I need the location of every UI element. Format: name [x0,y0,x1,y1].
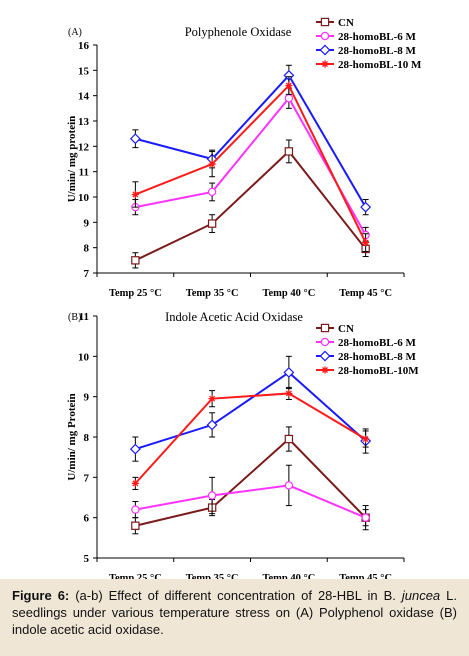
series-line [135,73,367,208]
legend-marker [320,323,330,333]
data-point [131,190,139,199]
data-point [284,147,294,156]
y-tick-label: 16 [78,40,90,52]
x-tick-label: Temp 25 °C [109,573,162,580]
y-tick-label: 9 [84,392,90,404]
data-point [131,505,140,514]
y-tick-label: 13 [78,116,90,128]
y-tick-label: 6 [84,513,90,525]
x-tick-label: Temp 40 °C [262,573,315,580]
legend: CN 28-homoBL-6 M 28-homoBL-8 M 28-homoBL-10… [316,17,422,71]
series-line [135,83,367,244]
legend-label: 28-homoBL-8 M [338,351,417,363]
data-point [207,219,217,228]
series-line [134,149,367,262]
legend-label: CN [338,17,354,29]
y-tick-label: 7 [84,268,90,280]
data-point [207,187,217,197]
series-2 [129,355,372,462]
panel-label: (B) [68,312,81,323]
data-point [129,133,141,145]
series-line [135,96,367,236]
series-0 [131,426,370,535]
legend-marker [320,337,330,347]
figure-caption: Figure 6: (a-b) Effect of different conc… [0,579,469,656]
y-tick-label: 14 [78,91,90,103]
data-point [285,389,293,398]
legend-marker [320,17,330,27]
caption-label: Figure 6: [12,588,70,603]
y-tick-label: 8 [84,432,90,444]
y-tick-label: 11 [79,311,89,323]
data-point [131,521,140,530]
data-point [285,81,293,90]
chart-title: Indole Acetic Acid Oxidase [165,310,303,324]
legend-marker [321,60,329,68]
series-3 [131,386,370,490]
y-tick-label: 10 [78,351,90,363]
y-tick-label: 15 [78,65,90,77]
legend-label: 28-homoBL-6 M [338,337,417,349]
chart-title: Polyphenole Oxidase [185,25,292,39]
data-point [361,513,370,522]
y-tick-label: 8 [84,243,90,255]
y-axis-label: U/min/ mg Protein [66,393,78,480]
y-axis-label: U/min/ mg protein [66,116,78,203]
legend-marker [319,350,331,362]
series-1 [131,464,370,531]
legend: CN 28-homoBL-6 M 28-homoBL-8 M 28-homoBL-10… [316,323,419,377]
x-tick-label: Temp 45 °C [339,288,392,299]
panel-label: (A) [68,27,82,38]
legend-marker [319,44,331,56]
figure-svg: 7 8 9 10 11 12 13 14 15 16 Temp 25 °C Temp 35 °C Tem… [66,17,422,580]
legend-label: CN [338,323,354,335]
data-point [360,201,372,213]
data-point [131,256,140,265]
data-point [284,93,294,103]
caption-species: juncea [401,588,441,603]
data-point [207,491,217,500]
legend-marker [320,31,330,41]
data-point [284,434,294,444]
data-point [283,367,295,378]
series-line [135,371,367,451]
series-line [134,392,367,485]
chart-panel-0: 7 8 9 10 11 12 13 14 15 16 Temp 25 °C Temp 35 °C Tem… [66,17,422,299]
legend-label: 28-homoBL-10M [338,365,419,377]
series-line [135,437,367,527]
x-tick-label: Temp 40 °C [262,288,315,299]
data-point [284,481,294,490]
data-point [131,479,139,487]
data-point [206,419,218,431]
x-tick-label: Temp 35 °C [186,573,239,580]
legend-label: 28-homoBL-8 M [338,45,417,57]
data-point [362,435,370,443]
data-point [129,443,141,455]
y-tick-label: 11 [79,167,89,179]
legend-marker [321,366,329,374]
series-2 [129,64,372,216]
series-1 [131,87,370,244]
data-point [362,239,370,247]
data-point [208,395,216,403]
data-point [208,160,216,168]
series-0 [131,139,370,269]
legend-label: 28-homoBL-6 M [338,31,417,43]
y-tick-label: 12 [78,141,90,153]
legend-label: 28-homoBL-10 M [338,59,422,71]
x-tick-label: Temp 45 °C [339,573,392,580]
y-tick-label: 9 [84,217,90,229]
x-tick-label: Temp 35 °C [186,288,239,299]
series-line [135,484,367,519]
series-3 [131,76,370,252]
caption-text-2: L. seedlings under various temperature s… [12,588,457,637]
chart-panel-1: 5 6 7 8 9 10 11 Temp 25 °C Temp 35 °C Temp 40 °C T… [66,310,419,580]
y-tick-label: 10 [78,192,90,204]
y-tick-label: 7 [84,472,90,484]
y-tick-label: 5 [84,553,90,565]
caption-text-1: (a-b) Effect of different concentration … [69,588,402,603]
x-tick-label: Temp 25 °C [109,288,162,299]
